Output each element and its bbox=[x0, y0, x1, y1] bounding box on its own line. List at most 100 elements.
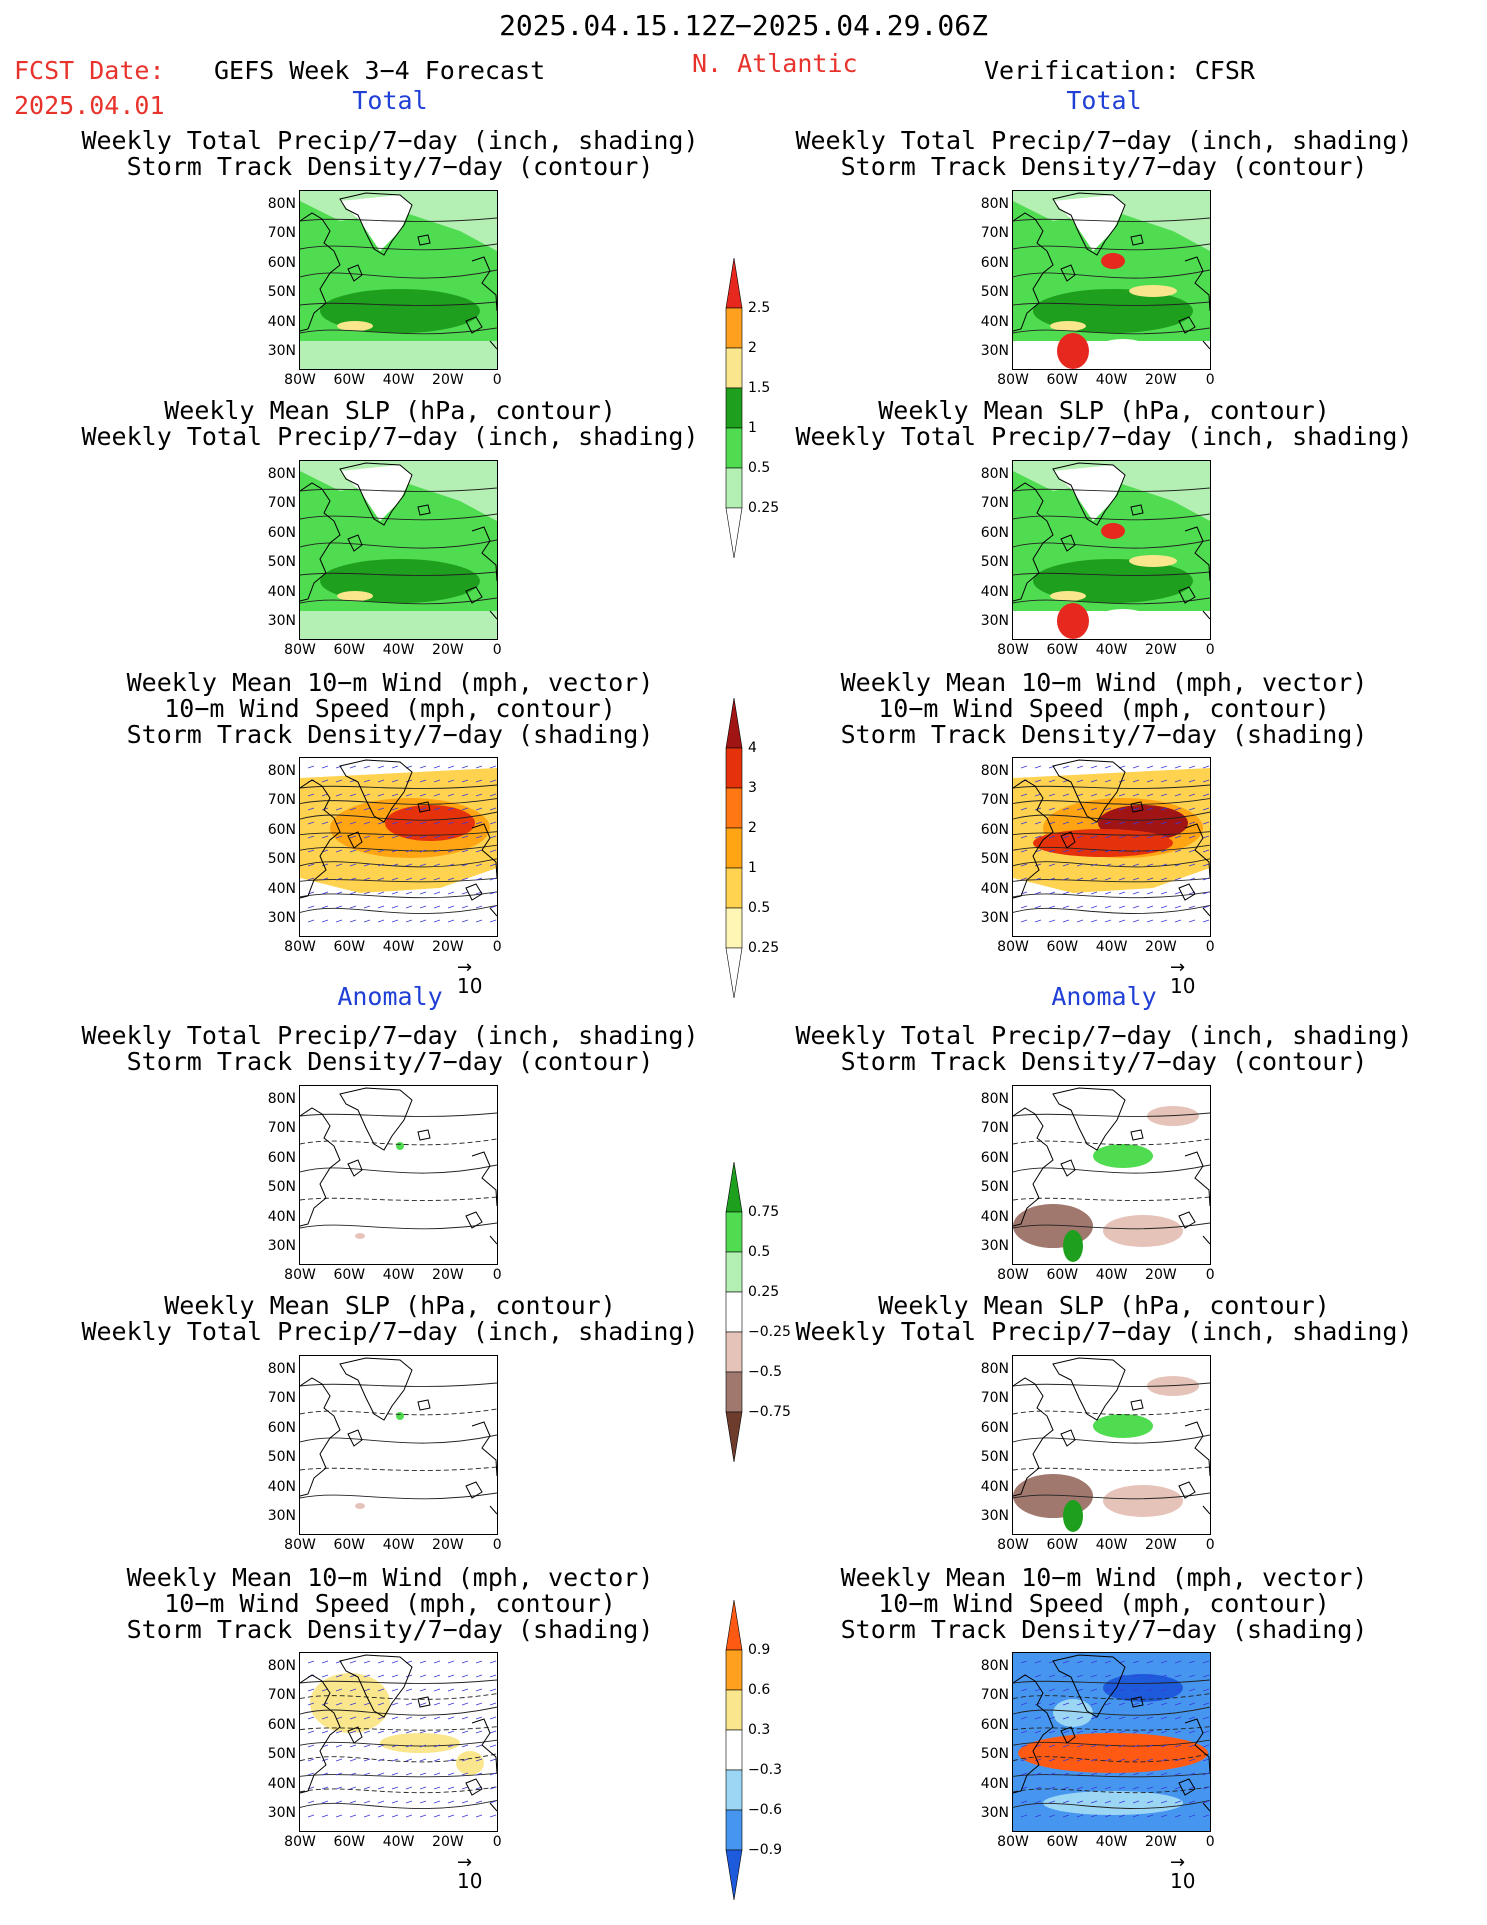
colorbar-label: 0.5 bbox=[748, 1244, 771, 1260]
colorbar-swatch bbox=[725, 1161, 743, 1213]
forecast-total-wind-map bbox=[299, 757, 498, 937]
colorbar-label: 0.3 bbox=[748, 1722, 771, 1738]
coastline bbox=[471, 1718, 497, 1774]
verification-anomaly-precip-lat-tick: 80N bbox=[980, 1091, 1009, 1107]
coastline bbox=[347, 1726, 363, 1744]
coastline bbox=[417, 234, 431, 246]
coastline bbox=[1184, 526, 1210, 582]
coastline bbox=[465, 316, 483, 334]
coastline bbox=[1060, 831, 1076, 849]
coastline bbox=[489, 1235, 497, 1245]
forecast-anomaly-slp-title-1: Weekly Mean SLP (hPa, contour) bbox=[164, 1291, 616, 1320]
colorbar-label: 2.5 bbox=[748, 300, 771, 316]
forecast-anomaly-slp-lat-tick: 70N bbox=[267, 1390, 296, 1407]
verification-anomaly-precip-lat-tick: 70N bbox=[980, 1120, 1009, 1137]
colorbar-label: 4 bbox=[748, 740, 757, 756]
colorbar-swatch bbox=[725, 747, 743, 789]
verification-anomaly-slp-lat-tick: 50N bbox=[980, 1449, 1009, 1466]
forecast-anomaly-wind-lat-tick: 50N bbox=[267, 1746, 296, 1763]
verification-total-wind-title-3: Storm Track Density/7−day (shading) bbox=[840, 720, 1368, 749]
coastline bbox=[339, 1654, 413, 1718]
forecast-total-wind-lat-tick: 50N bbox=[267, 851, 296, 868]
colorbar-swatch bbox=[725, 1689, 743, 1731]
forecast-anomaly-wind-lat-tick: 60N bbox=[267, 1716, 296, 1733]
forecast-anomaly-precip-lat-tick: 40N bbox=[267, 1208, 296, 1225]
coastline bbox=[339, 192, 413, 256]
coastline bbox=[1184, 1718, 1210, 1774]
colorbar-swatch bbox=[725, 1211, 743, 1253]
coastline bbox=[1202, 907, 1210, 917]
verification-anomaly-precip-lat-tick: 40N bbox=[980, 1208, 1009, 1225]
verification-total-precip-lat-tick: 70N bbox=[980, 225, 1009, 242]
coastline bbox=[1013, 1107, 1054, 1227]
forecast-total-precip-title-2: Storm Track Density/7−day (contour) bbox=[126, 152, 654, 181]
forecast-total-wind-lat-tick: 70N bbox=[267, 792, 296, 809]
verification-anomaly-precip-lon-tick: 60W bbox=[1046, 1267, 1079, 1283]
forecast-anomaly-slp-lat-tick: 80N bbox=[267, 1361, 296, 1377]
coastline bbox=[1184, 256, 1210, 312]
coastline bbox=[489, 610, 497, 620]
colorbar-swatch bbox=[725, 1769, 743, 1811]
date-range-title: 2025.04.15.12Z−2025.04.29.06Z bbox=[499, 9, 988, 42]
forecast-total-slp-lon-tick: 20W bbox=[432, 642, 464, 658]
verification-label: Verification: CFSR bbox=[984, 56, 1255, 85]
coastline bbox=[1013, 1377, 1054, 1497]
forecast-anomaly-wind-lon-tick: 60W bbox=[333, 1834, 366, 1850]
forecast-total-wind-title-2: 10−m Wind Speed (mph, contour) bbox=[164, 694, 616, 723]
verification-total-slp-lat-tick: 30N bbox=[980, 613, 1009, 629]
colorbar-label: 0.5 bbox=[748, 900, 771, 916]
colorbar-label: 0.6 bbox=[748, 1682, 771, 1698]
coastline bbox=[300, 779, 341, 899]
colorbar-label: −0.3 bbox=[748, 1762, 782, 1778]
verification-total-label: Total bbox=[1066, 86, 1142, 115]
verification-total-slp-lon-tick: 0 bbox=[1205, 642, 1215, 658]
verification-total-precip-map bbox=[1012, 190, 1211, 370]
coastline bbox=[300, 1377, 341, 1497]
forecast-total-slp-lat-tick: 60N bbox=[267, 524, 296, 541]
forecast-anomaly-wind-lat-tick: 80N bbox=[267, 1658, 296, 1674]
forecast-total-precip-lat-tick: 80N bbox=[267, 196, 296, 212]
colorbar-swatch bbox=[725, 387, 743, 429]
verification-total-precip-lat-tick: 60N bbox=[980, 254, 1009, 271]
colorbar-swatch bbox=[725, 1729, 743, 1771]
verification-anomaly-wind-map bbox=[1012, 1652, 1211, 1832]
coastline bbox=[1202, 610, 1210, 620]
coastline bbox=[347, 1429, 363, 1447]
coastline bbox=[465, 1211, 483, 1229]
colorbar-swatch bbox=[725, 1411, 743, 1463]
forecast-total-precip-map bbox=[299, 190, 498, 370]
coastline bbox=[417, 504, 431, 516]
verification-total-wind-lon-tick: 60W bbox=[1046, 939, 1079, 955]
colorbar-label: 2 bbox=[748, 820, 757, 836]
verification-anomaly-wind-title-3: Storm Track Density/7−day (shading) bbox=[840, 1615, 1368, 1644]
verification-total-precip-lon-tick: 20W bbox=[1145, 372, 1177, 388]
colorbar-label: 1.5 bbox=[748, 380, 771, 396]
coastline bbox=[1130, 504, 1144, 516]
coastline bbox=[471, 823, 497, 879]
verification-anomaly-precip-lon-tick: 20W bbox=[1145, 1267, 1177, 1283]
forecast-total-slp-lat-tick: 80N bbox=[267, 466, 296, 482]
verification-total-slp-lon-tick: 40W bbox=[1095, 642, 1128, 658]
verification-anomaly-wind-lon-tick: 80W bbox=[997, 1834, 1029, 1850]
forecast-total-wind-lat-tick: 80N bbox=[267, 763, 296, 779]
verification-anomaly-wind-title-2: 10−m Wind Speed (mph, contour) bbox=[878, 1589, 1330, 1618]
coastline bbox=[1130, 1399, 1144, 1411]
colorbar-swatch bbox=[725, 257, 743, 309]
coastline bbox=[489, 1802, 497, 1812]
coastline bbox=[1130, 234, 1144, 246]
verification-total-precip-lon-tick: 60W bbox=[1046, 372, 1079, 388]
verification-total-precip-title-2: Storm Track Density/7−day (contour) bbox=[840, 152, 1368, 181]
coastline bbox=[417, 1129, 431, 1141]
forecast-title: GEFS Week 3−4 Forecast bbox=[214, 56, 546, 85]
coastline bbox=[1130, 1696, 1144, 1708]
forecast-total-slp-map bbox=[299, 460, 498, 640]
verification-anomaly-slp-lon-tick: 80W bbox=[997, 1537, 1029, 1553]
forecast-total-precip-title-1: Weekly Total Precip/7−day (inch, shading… bbox=[81, 126, 699, 155]
coastline bbox=[300, 1107, 341, 1227]
verification-anomaly-precip-title-2: Storm Track Density/7−day (contour) bbox=[840, 1047, 1368, 1076]
verification-total-wind-title-2: 10−m Wind Speed (mph, contour) bbox=[878, 694, 1330, 723]
coastline bbox=[1178, 1481, 1196, 1499]
verification-anomaly-slp-lat-tick: 30N bbox=[980, 1508, 1009, 1524]
forecast-total-precip-lat-tick: 40N bbox=[267, 313, 296, 330]
forecast-total-wind-lon-tick: 40W bbox=[382, 939, 415, 955]
